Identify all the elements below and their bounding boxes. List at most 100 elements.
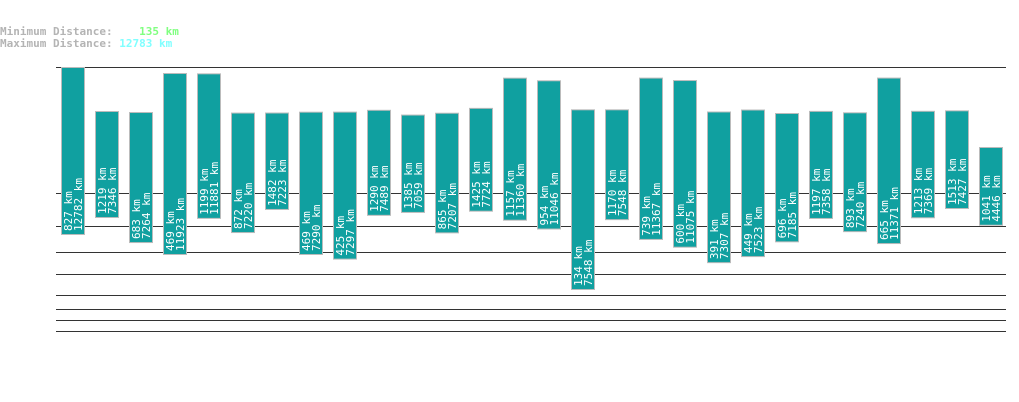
bar-max-label: 7240 km bbox=[854, 181, 867, 228]
bar-max-label: 11367 km bbox=[650, 183, 663, 236]
bar-rect bbox=[707, 111, 731, 264]
bar-max-label: 12782 km bbox=[72, 178, 85, 231]
bar-min-label: 134 km bbox=[572, 246, 585, 286]
bar-max-label: 7059 km bbox=[412, 162, 425, 209]
bar-min-label: 1041 km bbox=[980, 175, 993, 222]
bar-min-label: 425 km bbox=[334, 215, 347, 255]
bar-rect bbox=[367, 109, 391, 216]
bar-rect bbox=[843, 112, 867, 233]
bar-min-label: 1170 km bbox=[606, 169, 619, 216]
bar-max-label: 11360 km bbox=[514, 163, 527, 216]
bar-rect bbox=[503, 77, 527, 221]
bar-max-label: 7264 km bbox=[140, 192, 153, 239]
bar-rect bbox=[95, 111, 119, 218]
max-distance-label: Maximum Distance: bbox=[0, 37, 113, 50]
bar-rect bbox=[231, 112, 255, 234]
bar-max-label: 11881 km bbox=[208, 162, 221, 215]
bar-rect bbox=[163, 73, 187, 255]
bar-max-label: 7290 km bbox=[310, 204, 323, 251]
bar-max-label: 7207 km bbox=[446, 183, 459, 230]
bar-min-label: 469 km bbox=[300, 211, 313, 251]
bar-max-label: 7346 km bbox=[106, 167, 119, 214]
bar-max-label: 7427 km bbox=[956, 158, 969, 205]
bar-min-label: 1213 km bbox=[912, 168, 925, 215]
bar-max-label: 7220 km bbox=[242, 182, 255, 229]
bar-max-label: 11075 km bbox=[684, 190, 697, 243]
min-distance-row: Minimum Distance: 135 km bbox=[0, 26, 179, 37]
bar-rect bbox=[129, 112, 153, 244]
bar-rect bbox=[61, 67, 85, 235]
max-distance-row: Maximum Distance: 12783 km bbox=[0, 38, 172, 49]
bar-min-label: 865 km bbox=[436, 189, 449, 229]
bar-max-label: 7489 km bbox=[378, 165, 391, 212]
bar-rect bbox=[571, 109, 595, 290]
bar-min-label: 600 km bbox=[674, 204, 687, 244]
bar-min-label: 1157 km bbox=[504, 170, 517, 217]
bar-min-label: 872 km bbox=[232, 189, 245, 229]
bar-max-label: 7307 km bbox=[718, 212, 731, 259]
bar-min-label: 683 km bbox=[130, 199, 143, 239]
bar-min-label: 449 km bbox=[742, 213, 755, 253]
bar-rect bbox=[877, 77, 901, 245]
bar-rect bbox=[809, 110, 833, 219]
bar-min-label: 391 km bbox=[708, 219, 721, 259]
bar-rect bbox=[469, 107, 493, 212]
bar-min-label: 1290 km bbox=[368, 165, 381, 212]
bar-min-label: 665 km bbox=[878, 200, 891, 240]
bar-max-label: 7548 km bbox=[616, 169, 629, 216]
bar-rect bbox=[979, 147, 1003, 226]
bar-min-label: 469 km bbox=[164, 211, 177, 251]
bar-min-label: 739 km bbox=[640, 196, 653, 236]
bar-max-label: 7724 km bbox=[480, 161, 493, 208]
bar-rect bbox=[911, 110, 935, 219]
bar-rect bbox=[299, 111, 323, 255]
bar-rect bbox=[401, 114, 425, 213]
min-distance-value: 135 km bbox=[139, 25, 179, 38]
bar-min-label: 1219 km bbox=[96, 167, 109, 214]
min-distance-label: Minimum Distance: bbox=[0, 25, 113, 38]
bar-max-label: 7297 km bbox=[344, 209, 357, 256]
bar-max-label: 11046 km bbox=[548, 172, 561, 225]
max-distance-value: 12783 km bbox=[119, 37, 173, 50]
bar-rect bbox=[605, 109, 629, 221]
bar-rect bbox=[741, 109, 765, 258]
bar-rect bbox=[537, 80, 561, 230]
bar-min-label: 1513 km bbox=[946, 158, 959, 205]
bar-max-label: 7185 km bbox=[786, 192, 799, 239]
bar-min-label: 954 km bbox=[538, 185, 551, 225]
bar-rect bbox=[197, 73, 221, 219]
bar-max-label: 11923 km bbox=[174, 198, 187, 251]
bar-min-label: 893 km bbox=[844, 188, 857, 228]
bar-rect bbox=[435, 112, 459, 234]
bar-min-label: 1385 km bbox=[402, 162, 415, 209]
bar-min-label: 696 km bbox=[776, 198, 789, 238]
bar-max-label: 7358 km bbox=[820, 168, 833, 215]
bar-rect bbox=[775, 112, 799, 243]
bar-rect bbox=[673, 80, 697, 248]
bar-min-label: 1197 km bbox=[810, 168, 823, 215]
bar-max-label: 4446 km bbox=[990, 175, 1003, 222]
